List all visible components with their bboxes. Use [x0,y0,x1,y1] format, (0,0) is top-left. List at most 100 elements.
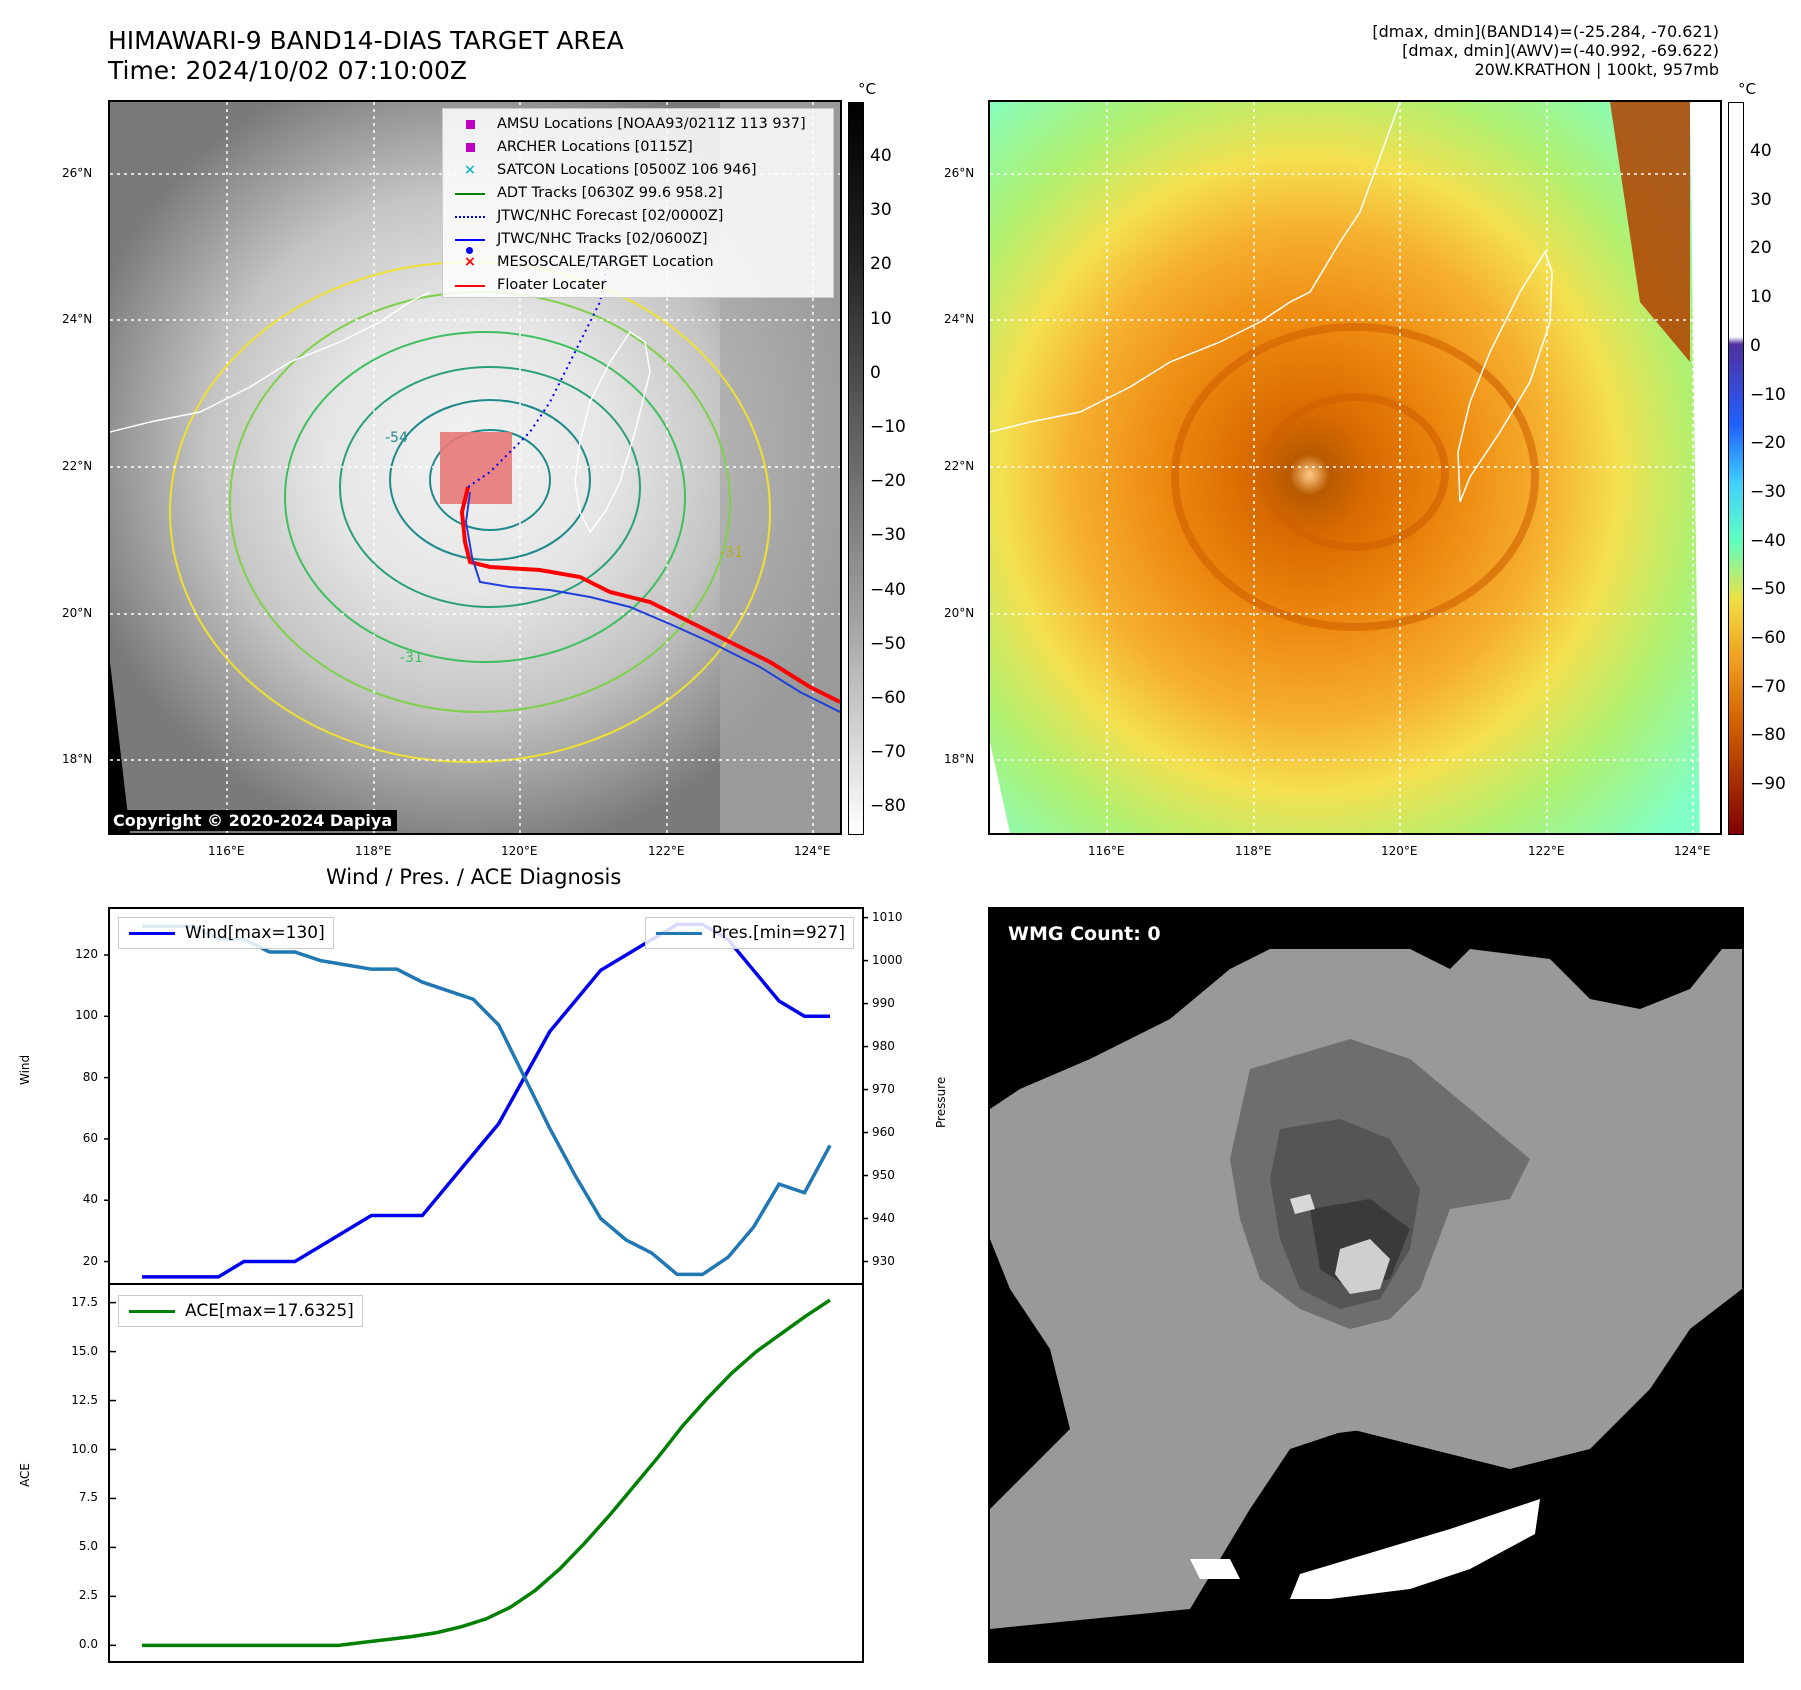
pressure-tick-label: 970 [872,1081,895,1096]
ace-tick-label: 5.0 [78,1539,98,1554]
coastline [110,291,651,534]
color-map-panel [988,100,1722,835]
floater-track [459,486,840,704]
colorbar-tick-label: −60 [1750,628,1786,648]
colorbar-tick-label: 40 [1750,141,1772,161]
colorbar-tick-label: 20 [870,254,892,275]
colorbar-tick-label: 30 [1750,189,1772,210]
colorbar-tick-label: 30 [870,200,892,221]
pressure-tick-label: 1010 [872,909,903,924]
colorbar-unit: °C [1738,80,1756,98]
wind-axis-label: Wind [18,1054,32,1085]
legend-item-satcon: × SATCON Locations [0500Z 106 946] [463,162,757,178]
legend-item-archer: ARCHER Locations [0115Z] [451,136,825,159]
colorbar-tick-label: −80 [870,796,906,817]
coastline [990,102,1553,503]
contour-label: -54 [385,430,408,446]
colorbar-tick-label: 20 [1750,238,1772,259]
lon-label: 120°E [1381,844,1418,858]
colorbar-tick-label: −70 [1750,676,1786,697]
colorbar-tick-label: −40 [870,579,906,600]
colorbar-tick-label: 10 [1750,287,1772,308]
lon-label: 122°E [1528,844,1565,858]
pressure-tick-label: 940 [872,1210,895,1225]
pressure-tick-label: 980 [872,1038,895,1053]
ace-tick-label: 10.0 [71,1441,98,1456]
wind-legend: Wind[max=130] [118,917,334,949]
legend-item-adt: ADT Tracks [0630Z 99.6 958.2] [451,182,825,205]
ir-colorbar [848,102,864,835]
pressure-axis-label: Pressure [934,1076,948,1128]
colorbar-tick-label: 40 [870,146,892,166]
ace-tick-label: 2.5 [78,1588,98,1603]
wmg-image [990,909,1742,1629]
lat-label: 20°N [62,606,93,620]
lat-label: 20°N [944,606,975,620]
color-map-image [990,102,1720,833]
lat-label: 22°N [62,459,93,473]
colorbar-tick-label: −20 [870,471,906,492]
wind-pressure-plot [104,916,868,1279]
legend-item-jtwc: JTWC/NHC Tracks [02/0600Z] [451,228,825,254]
intensity-info: [dmax, dmin](BAND14)=(-25.284, -70.621) … [1372,22,1719,79]
lat-label: 18°N [944,752,975,766]
target-box [440,432,512,504]
lon-label: 124°E [794,844,831,858]
lon-label: 118°E [1235,844,1272,858]
ace-tick-label: 0.0 [78,1637,98,1652]
legend-item-amsu: AMSU Locations [NOAA93/0211Z 113 937] [451,113,825,136]
lat-label: 18°N [62,752,93,766]
ace-plot [110,1298,831,1648]
colorbar-tick-label: 10 [870,308,892,329]
colorbar-tick-label: −90 [1750,774,1786,795]
colorbar-tick-label: 0 [870,362,881,383]
diagnosis-title: Wind / Pres. / ACE Diagnosis [326,865,622,889]
jtwc-track [464,491,840,713]
map-gridlines [990,102,1720,833]
wind-line [142,922,830,1279]
figure-title: HIMAWARI-9 BAND14-DIAS TARGET AREA Time:… [108,26,624,85]
colorbar-tick-label: −20 [1750,433,1786,454]
colorbar-tick-label: −30 [1750,481,1786,502]
ace-line [142,1298,831,1648]
colorbar-tick-label: −10 [1750,384,1786,405]
colorbar-tick-label: −60 [870,688,906,708]
lat-label: 22°N [944,459,975,473]
lon-label: 118°E [355,844,392,858]
lat-label: 24°N [62,312,93,326]
lat-label: 26°N [944,166,975,180]
pressure-legend: Pres.[min=927] [644,917,854,949]
colorbar-tick-label: −70 [870,742,906,763]
wind-tick-label: 40 [82,1192,98,1207]
colorbar-tick-label: −40 [1750,530,1786,551]
wind-tick-label: 20 [82,1253,98,1268]
colorbar-tick-label: −50 [1750,579,1786,600]
lon-label: 120°E [501,844,538,858]
lon-label: 124°E [1674,844,1711,858]
ace-tick-label: 17.5 [71,1294,98,1309]
copyright-label: Copyright © 2020-2024 Dapiya [108,810,398,831]
legend-item-target: × MESOSCALE/TARGET Location [463,254,714,270]
legend-item-floater: Floater Locater [451,274,825,297]
pressure-line [142,924,832,1277]
lat-label: 26°N [62,166,93,180]
wmg-panel: WMG Count: 0 [988,907,1744,1663]
colorbar-tick-label: 0 [1750,335,1761,356]
ace-tick-label: 7.5 [78,1490,98,1505]
pressure-tick-label: 1000 [872,952,903,967]
pressure-tick-label: 950 [872,1167,895,1182]
ace-tick-label: 12.5 [71,1392,98,1407]
thermal-colorbar [1728,102,1744,835]
legend-item-forecast: JTWC/NHC Forecast [02/0000Z] [451,205,825,228]
colorbar-tick-label: −10 [870,417,906,437]
contour-label: -31 [400,650,423,666]
ace-chart: ACE[max=17.6325] [108,1283,864,1663]
lon-label: 116°E [208,844,245,858]
pressure-tick-label: 930 [872,1253,895,1268]
ir-legend: AMSU Locations [NOAA93/0211Z 113 937] AR… [442,108,834,298]
wind-tick-label: 100 [75,1008,98,1023]
pressure-tick-label: 960 [872,1124,895,1139]
wind-tick-label: 80 [82,1069,98,1084]
wmg-count-label: WMG Count: 0 [1008,923,1161,945]
ace-tick-label: 15.0 [71,1343,98,1358]
